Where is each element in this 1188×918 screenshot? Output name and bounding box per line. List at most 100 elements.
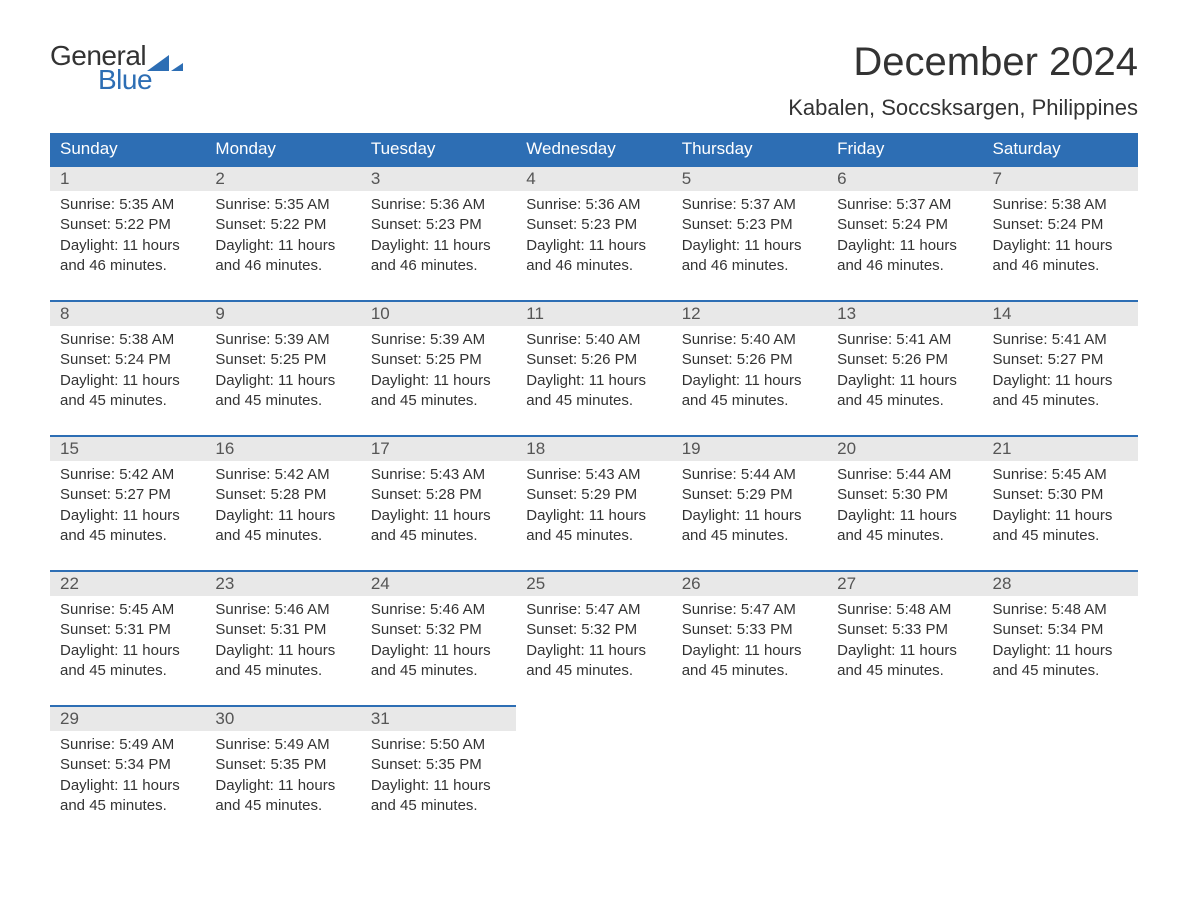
day-number: 22 [50, 572, 205, 596]
sunrise-line: Sunrise: 5:49 AM [60, 735, 195, 755]
day-content: Sunrise: 5:45 AMSunset: 5:30 PMDaylight:… [983, 461, 1138, 570]
daylight-line-2: and 45 minutes. [60, 526, 195, 546]
calendar-week-row: 22Sunrise: 5:45 AMSunset: 5:31 PMDayligh… [50, 571, 1138, 706]
calendar-day-cell: 5Sunrise: 5:37 AMSunset: 5:23 PMDaylight… [672, 166, 827, 301]
sunset-line: Sunset: 5:29 PM [682, 485, 817, 505]
sunset-line: Sunset: 5:23 PM [371, 215, 506, 235]
day-number: 11 [516, 302, 671, 326]
calendar-day-cell: 20Sunrise: 5:44 AMSunset: 5:30 PMDayligh… [827, 436, 982, 571]
day-number: 20 [827, 437, 982, 461]
day-number: 21 [983, 437, 1138, 461]
calendar-day-cell: 28Sunrise: 5:48 AMSunset: 5:34 PMDayligh… [983, 571, 1138, 706]
calendar-day-cell: 10Sunrise: 5:39 AMSunset: 5:25 PMDayligh… [361, 301, 516, 436]
calendar-week-row: 15Sunrise: 5:42 AMSunset: 5:27 PMDayligh… [50, 436, 1138, 571]
daylight-line-2: and 45 minutes. [526, 526, 661, 546]
sunset-line: Sunset: 5:28 PM [371, 485, 506, 505]
sunset-line: Sunset: 5:23 PM [682, 215, 817, 235]
daylight-line-2: and 45 minutes. [837, 661, 972, 681]
day-content: Sunrise: 5:40 AMSunset: 5:26 PMDaylight:… [516, 326, 671, 435]
calendar-day-cell: 14Sunrise: 5:41 AMSunset: 5:27 PMDayligh… [983, 301, 1138, 436]
sunset-line: Sunset: 5:33 PM [682, 620, 817, 640]
calendar-day-cell: 27Sunrise: 5:48 AMSunset: 5:33 PMDayligh… [827, 571, 982, 706]
day-content: Sunrise: 5:41 AMSunset: 5:27 PMDaylight:… [983, 326, 1138, 435]
day-number: 28 [983, 572, 1138, 596]
day-number: 27 [827, 572, 982, 596]
day-content: Sunrise: 5:43 AMSunset: 5:28 PMDaylight:… [361, 461, 516, 570]
day-number: 25 [516, 572, 671, 596]
daylight-line-2: and 45 minutes. [682, 391, 817, 411]
daylight-line-1: Daylight: 11 hours [682, 641, 817, 661]
calendar-day-cell [516, 706, 671, 840]
daylight-line-2: and 45 minutes. [215, 391, 350, 411]
day-number: 3 [361, 167, 516, 191]
month-title: December 2024 [788, 40, 1138, 85]
sunrise-line: Sunrise: 5:35 AM [60, 195, 195, 215]
logo: General Blue [50, 40, 183, 96]
day-number: 10 [361, 302, 516, 326]
day-number: 4 [516, 167, 671, 191]
sunrise-line: Sunrise: 5:37 AM [837, 195, 972, 215]
sunset-line: Sunset: 5:32 PM [526, 620, 661, 640]
day-number: 12 [672, 302, 827, 326]
day-content: Sunrise: 5:47 AMSunset: 5:33 PMDaylight:… [672, 596, 827, 705]
calendar-day-cell: 21Sunrise: 5:45 AMSunset: 5:30 PMDayligh… [983, 436, 1138, 571]
calendar-day-cell: 13Sunrise: 5:41 AMSunset: 5:26 PMDayligh… [827, 301, 982, 436]
daylight-line-2: and 45 minutes. [682, 661, 817, 681]
sunset-line: Sunset: 5:28 PM [215, 485, 350, 505]
calendar-day-cell: 23Sunrise: 5:46 AMSunset: 5:31 PMDayligh… [205, 571, 360, 706]
sunset-line: Sunset: 5:27 PM [60, 485, 195, 505]
day-number: 17 [361, 437, 516, 461]
day-content: Sunrise: 5:37 AMSunset: 5:24 PMDaylight:… [827, 191, 982, 300]
daylight-line-1: Daylight: 11 hours [526, 371, 661, 391]
day-content: Sunrise: 5:36 AMSunset: 5:23 PMDaylight:… [516, 191, 671, 300]
day-content: Sunrise: 5:46 AMSunset: 5:32 PMDaylight:… [361, 596, 516, 705]
daylight-line-1: Daylight: 11 hours [60, 641, 195, 661]
day-content: Sunrise: 5:47 AMSunset: 5:32 PMDaylight:… [516, 596, 671, 705]
daylight-line-2: and 45 minutes. [60, 391, 195, 411]
day-content: Sunrise: 5:37 AMSunset: 5:23 PMDaylight:… [672, 191, 827, 300]
sunset-line: Sunset: 5:26 PM [682, 350, 817, 370]
daylight-line-1: Daylight: 11 hours [993, 641, 1128, 661]
calendar-day-cell: 24Sunrise: 5:46 AMSunset: 5:32 PMDayligh… [361, 571, 516, 706]
daylight-line-1: Daylight: 11 hours [837, 371, 972, 391]
daylight-line-1: Daylight: 11 hours [993, 506, 1128, 526]
sunset-line: Sunset: 5:24 PM [60, 350, 195, 370]
calendar-day-cell: 4Sunrise: 5:36 AMSunset: 5:23 PMDaylight… [516, 166, 671, 301]
daylight-line-1: Daylight: 11 hours [682, 371, 817, 391]
sunrise-line: Sunrise: 5:46 AM [215, 600, 350, 620]
day-content: Sunrise: 5:45 AMSunset: 5:31 PMDaylight:… [50, 596, 205, 705]
daylight-line-1: Daylight: 11 hours [526, 506, 661, 526]
calendar-day-cell [827, 706, 982, 840]
daylight-line-2: and 45 minutes. [60, 661, 195, 681]
logo-triangle-icon [147, 49, 183, 71]
day-content: Sunrise: 5:48 AMSunset: 5:33 PMDaylight:… [827, 596, 982, 705]
calendar-day-cell: 16Sunrise: 5:42 AMSunset: 5:28 PMDayligh… [205, 436, 360, 571]
calendar-day-cell [672, 706, 827, 840]
calendar-day-cell: 1Sunrise: 5:35 AMSunset: 5:22 PMDaylight… [50, 166, 205, 301]
daylight-line-1: Daylight: 11 hours [371, 641, 506, 661]
sunset-line: Sunset: 5:30 PM [993, 485, 1128, 505]
day-number: 6 [827, 167, 982, 191]
calendar-header-row: Sunday Monday Tuesday Wednesday Thursday… [50, 133, 1138, 166]
day-number: 7 [983, 167, 1138, 191]
day-content: Sunrise: 5:41 AMSunset: 5:26 PMDaylight:… [827, 326, 982, 435]
sunset-line: Sunset: 5:22 PM [215, 215, 350, 235]
sunrise-line: Sunrise: 5:44 AM [682, 465, 817, 485]
calendar-day-cell: 2Sunrise: 5:35 AMSunset: 5:22 PMDaylight… [205, 166, 360, 301]
daylight-line-2: and 46 minutes. [371, 256, 506, 276]
sunrise-line: Sunrise: 5:45 AM [60, 600, 195, 620]
sunset-line: Sunset: 5:22 PM [60, 215, 195, 235]
sunset-line: Sunset: 5:27 PM [993, 350, 1128, 370]
sunset-line: Sunset: 5:24 PM [837, 215, 972, 235]
weekday-header: Monday [205, 133, 360, 166]
daylight-line-1: Daylight: 11 hours [60, 776, 195, 796]
calendar-week-row: 29Sunrise: 5:49 AMSunset: 5:34 PMDayligh… [50, 706, 1138, 840]
day-content: Sunrise: 5:39 AMSunset: 5:25 PMDaylight:… [205, 326, 360, 435]
daylight-line-2: and 45 minutes. [371, 661, 506, 681]
sunset-line: Sunset: 5:33 PM [837, 620, 972, 640]
sunrise-line: Sunrise: 5:43 AM [371, 465, 506, 485]
sunrise-line: Sunrise: 5:42 AM [60, 465, 195, 485]
title-block: December 2024 Kabalen, Soccsksargen, Phi… [788, 40, 1138, 121]
sunset-line: Sunset: 5:25 PM [215, 350, 350, 370]
daylight-line-2: and 45 minutes. [993, 661, 1128, 681]
